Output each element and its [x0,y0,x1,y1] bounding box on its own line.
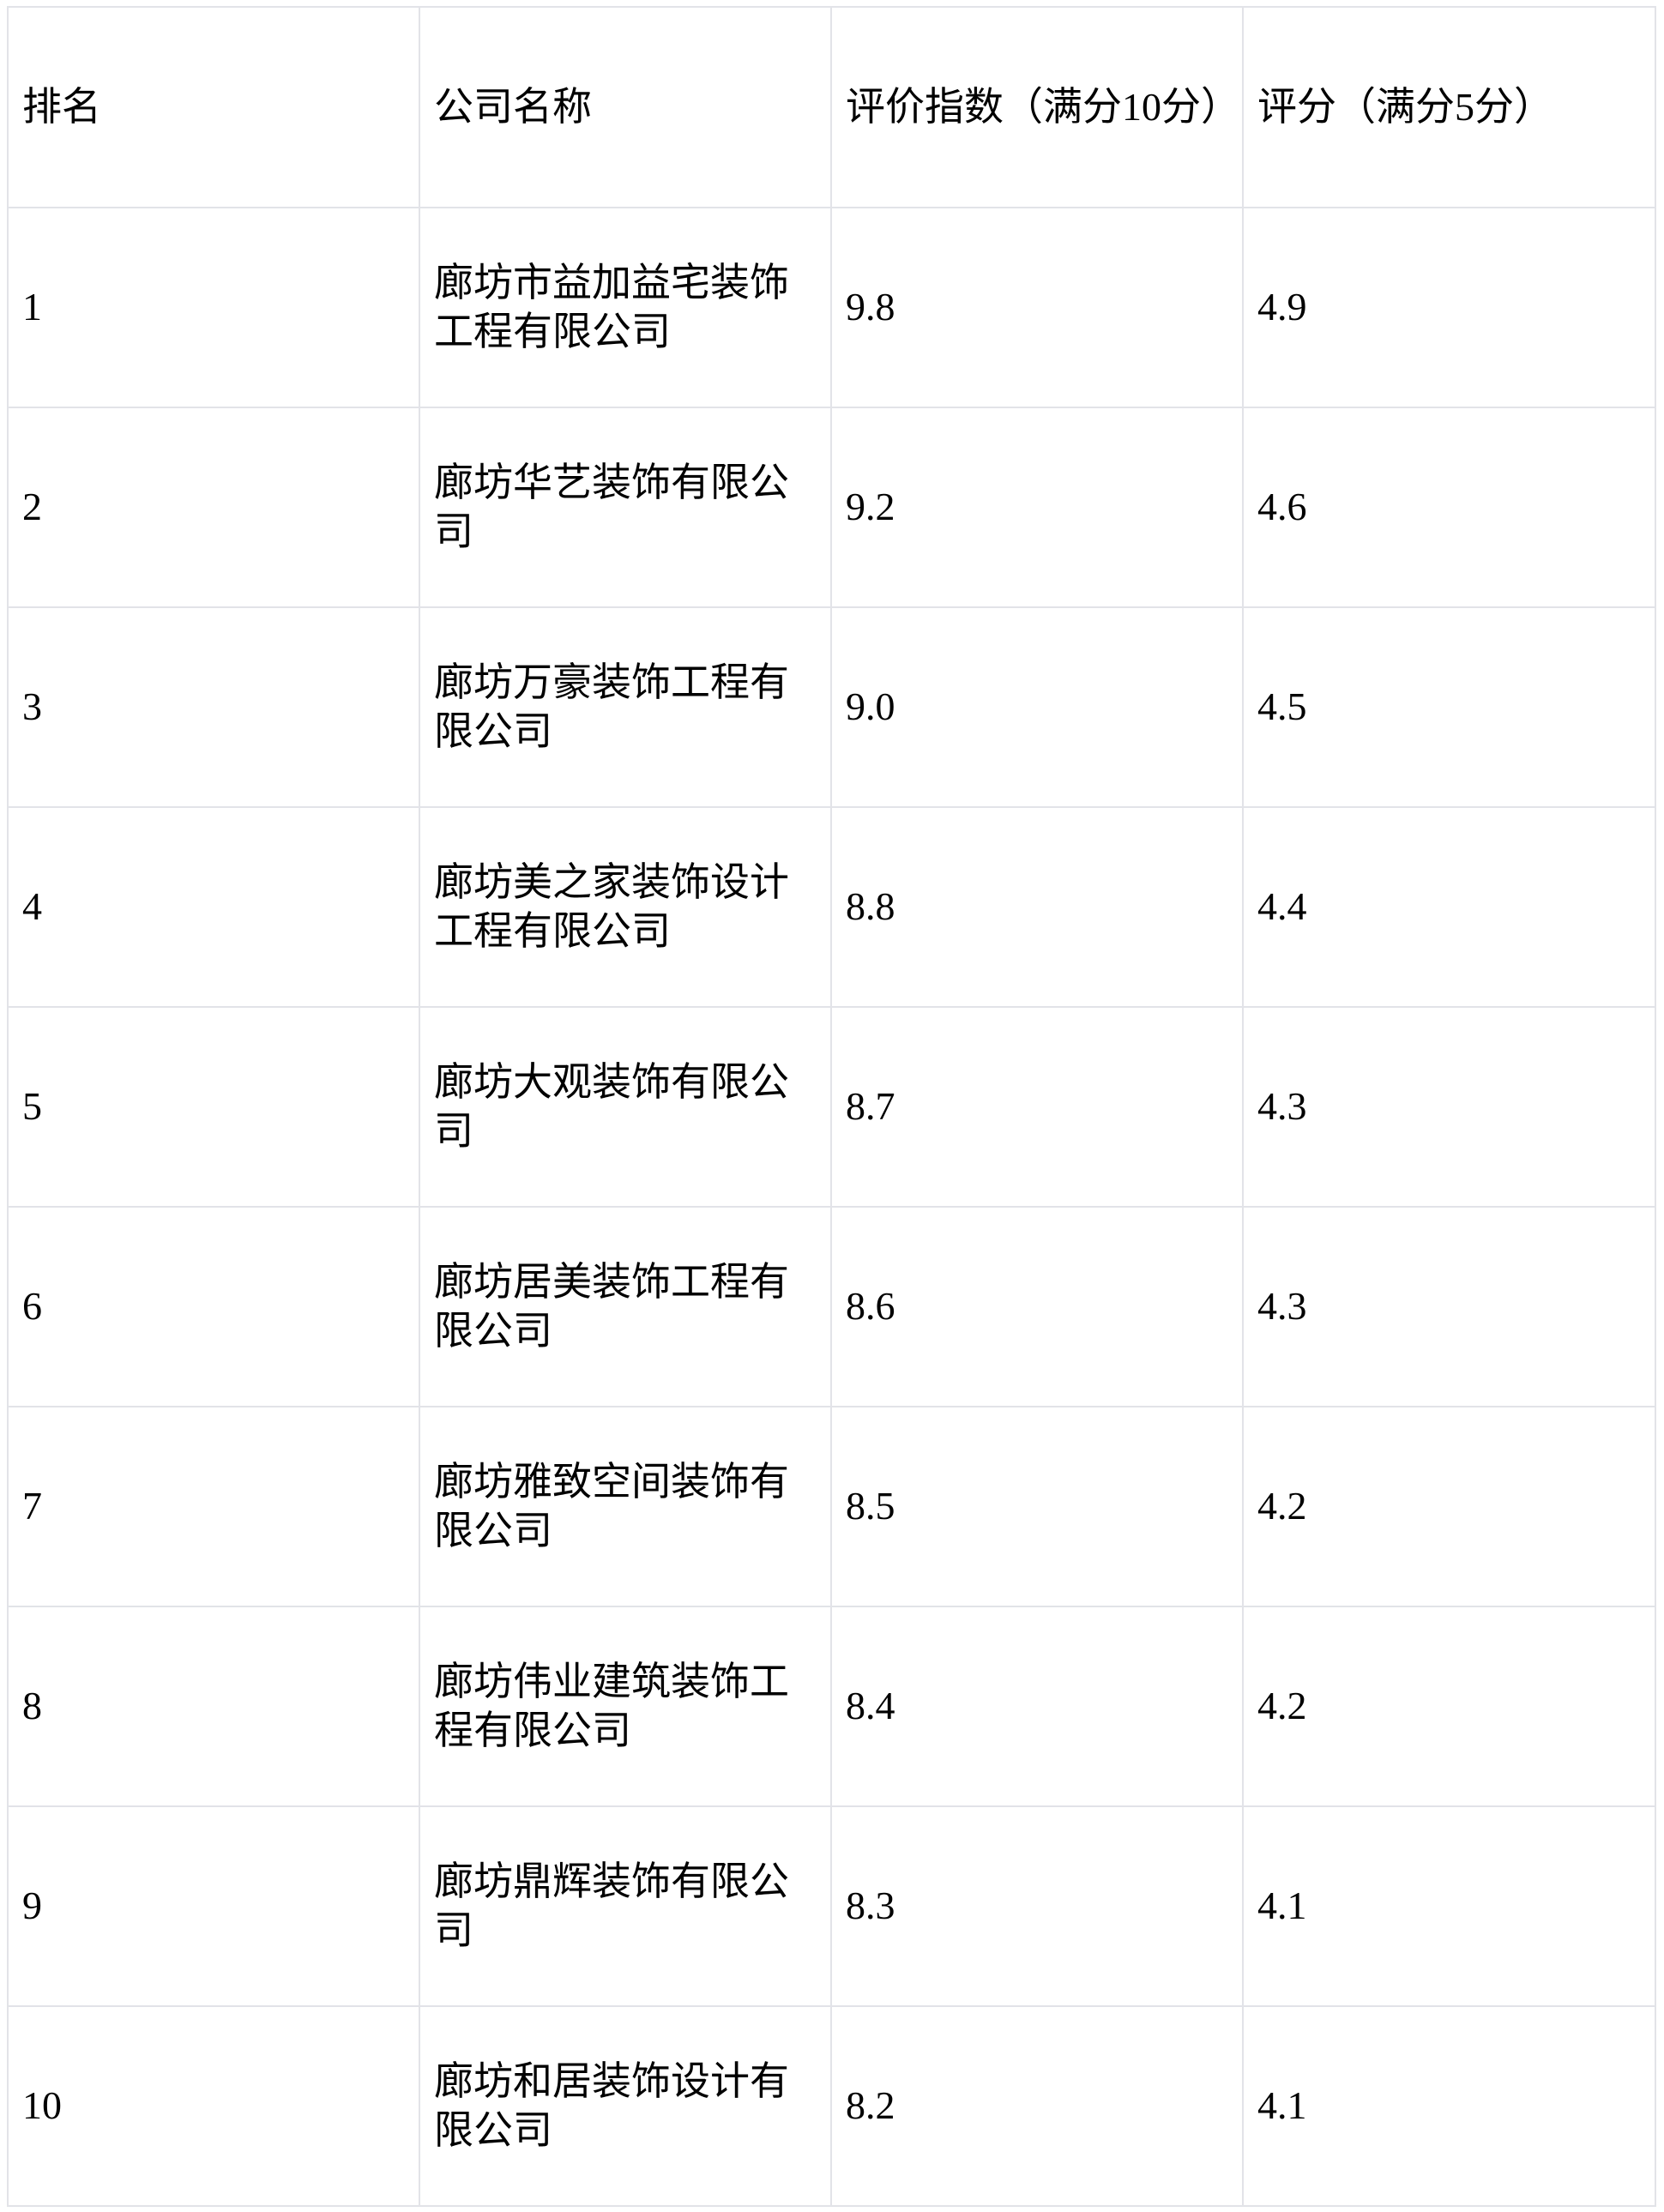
table-row: 9 廊坊鼎辉装饰有限公司 8.3 4.1 [7,1805,1656,2007]
rank-cell: 3 [7,606,420,808]
header-company: 公司名称 [419,6,832,208]
table-row: 8 廊坊伟业建筑装饰工程有限公司 8.4 4.2 [7,1606,1656,1807]
score-cell: 4.5 [1242,606,1656,808]
company-cell: 廊坊鼎辉装饰有限公司 [419,1805,832,2007]
table-row: 10 廊坊和居装饰设计有限公司 8.2 4.1 [7,2005,1656,2207]
rank-cell: 7 [7,1406,420,1607]
company-cell: 廊坊美之家装饰设计工程有限公司 [419,806,832,1008]
table-row: 7 廊坊雅致空间装饰有限公司 8.5 4.2 [7,1406,1656,1607]
table-row: 4 廊坊美之家装饰设计工程有限公司 8.8 4.4 [7,806,1656,1008]
rank-cell: 6 [7,1206,420,1407]
index-cell: 9.2 [830,407,1244,608]
table-row: 3 廊坊万豪装饰工程有限公司 9.0 4.5 [7,606,1656,808]
header-score: 评分（满分5分） [1242,6,1656,208]
rank-cell: 1 [7,207,420,408]
company-cell: 廊坊市益加益宅装饰工程有限公司 [419,207,832,408]
score-cell: 4.1 [1242,2005,1656,2207]
score-cell: 4.1 [1242,1805,1656,2007]
index-cell: 8.2 [830,2005,1244,2207]
table-row: 5 廊坊大观装饰有限公司 8.7 4.3 [7,1006,1656,1208]
index-cell: 9.8 [830,207,1244,408]
table-row: 2 廊坊华艺装饰有限公司 9.2 4.6 [7,407,1656,608]
company-cell: 廊坊华艺装饰有限公司 [419,407,832,608]
company-cell: 廊坊居美装饰工程有限公司 [419,1206,832,1407]
index-cell: 8.8 [830,806,1244,1008]
rank-cell: 4 [7,806,420,1008]
header-index: 评价指数（满分10分） [830,6,1244,208]
rank-cell: 2 [7,407,420,608]
table-row: 6 廊坊居美装饰工程有限公司 8.6 4.3 [7,1206,1656,1407]
company-cell: 廊坊和居装饰设计有限公司 [419,2005,832,2207]
index-cell: 8.6 [830,1206,1244,1407]
score-cell: 4.2 [1242,1606,1656,1807]
index-cell: 8.4 [830,1606,1244,1807]
index-cell: 8.7 [830,1006,1244,1208]
score-cell: 4.6 [1242,407,1656,608]
company-cell: 廊坊万豪装饰工程有限公司 [419,606,832,808]
rank-cell: 5 [7,1006,420,1208]
score-cell: 4.3 [1242,1206,1656,1407]
rank-cell: 8 [7,1606,420,1807]
index-cell: 9.0 [830,606,1244,808]
company-cell: 廊坊雅致空间装饰有限公司 [419,1406,832,1607]
header-row: 排名 公司名称 评价指数（满分10分） 评分（满分5分） [7,6,1656,208]
score-cell: 4.3 [1242,1006,1656,1208]
score-cell: 4.9 [1242,207,1656,408]
header-rank: 排名 [7,6,420,208]
company-cell: 廊坊伟业建筑装饰工程有限公司 [419,1606,832,1807]
rank-cell: 10 [7,2005,420,2207]
rank-cell: 9 [7,1805,420,2007]
ranking-table-container: 排名 公司名称 评价指数（满分10分） 评分（满分5分） 1 廊坊市益加益宅装饰… [7,6,1656,2207]
score-cell: 4.2 [1242,1406,1656,1607]
company-cell: 廊坊大观装饰有限公司 [419,1006,832,1208]
table-row: 1 廊坊市益加益宅装饰工程有限公司 9.8 4.9 [7,207,1656,408]
score-cell: 4.4 [1242,806,1656,1008]
index-cell: 8.3 [830,1805,1244,2007]
ranking-table: 排名 公司名称 评价指数（满分10分） 评分（满分5分） 1 廊坊市益加益宅装饰… [7,6,1656,2207]
index-cell: 8.5 [830,1406,1244,1607]
